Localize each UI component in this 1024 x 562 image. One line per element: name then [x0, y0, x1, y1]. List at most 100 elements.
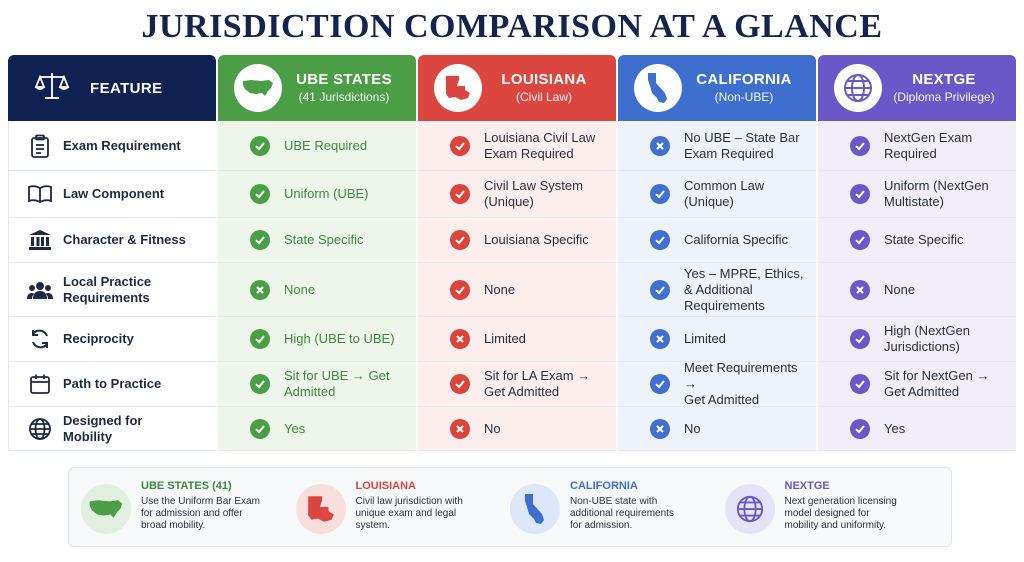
check-icon: [850, 418, 870, 439]
cell-text: Sit for NextGen → Get Admitted: [884, 368, 990, 399]
cross-icon: [450, 329, 470, 349]
cell-california: No UBE – State Bar Exam Required: [618, 121, 816, 171]
check-icon: [850, 374, 870, 394]
cell-ube: None: [218, 263, 416, 317]
cell-text: State Specific: [284, 232, 364, 247]
cross-icon: [250, 279, 270, 300]
legend-item-nextgen: NEXTGE Next generation licensing model d…: [724, 480, 940, 534]
cell-california: California Specific: [618, 218, 816, 263]
cell-nextgen: NextGen Exam Required: [818, 121, 1016, 171]
cell-text: High (UBE to UBE): [284, 331, 395, 346]
header-ube-sub: (41 Jurisdictions): [298, 89, 390, 104]
header-california: CALIFORNIA (Non-UBE): [618, 55, 816, 121]
globe-icon: [834, 64, 882, 112]
california-map-icon: [510, 484, 560, 534]
refresh-icon: [27, 326, 53, 352]
check-icon: [650, 230, 670, 250]
clipboard-icon: [27, 133, 53, 159]
cell-california: No: [618, 407, 816, 451]
cell-ube: Sit for UBE → Get Admitted: [218, 362, 416, 407]
feature-label: Path to Practice: [63, 376, 162, 391]
legend-title: CALIFORNIA: [570, 480, 638, 492]
scales-icon: [34, 70, 70, 107]
check-icon: [250, 135, 270, 156]
legend-item-ube: UBE STATES (41) Use the Uniform Bar Exam…: [81, 480, 296, 534]
cell-text: Civil Law System (Unique): [484, 178, 583, 209]
legend-item-california: CALIFORNIA Non-UBE state with additional…: [510, 480, 725, 534]
globe-icon: [27, 416, 53, 442]
cell-nextgen: None: [818, 263, 1016, 317]
check-icon: [450, 230, 470, 250]
legend-title: NEXTGE: [784, 480, 830, 492]
cell-california: Yes – MPRE, Ethics, & Additional Require…: [618, 263, 816, 317]
header-louisiana: LOUISIANA (Civil Law): [418, 55, 616, 121]
cross-icon: [650, 418, 670, 439]
header-feature-label: FEATURE: [90, 79, 163, 97]
cell-text: Louisiana Specific: [484, 232, 589, 247]
cell-nextgen: High (NextGen Jurisdictions): [818, 317, 1016, 362]
check-icon: [250, 230, 270, 250]
calendar-icon: [27, 371, 53, 397]
feature-cell: Character & Fitness: [8, 218, 216, 263]
cell-louisiana: Louisiana Specific: [418, 218, 616, 263]
cell-text: State Specific: [884, 232, 964, 247]
feature-label: Character & Fitness: [63, 232, 186, 247]
check-icon: [250, 329, 270, 349]
check-icon: [450, 374, 470, 394]
cross-icon: [450, 418, 470, 439]
cell-nextgen: Sit for NextGen → Get Admitted: [818, 362, 1016, 407]
cell-ube: High (UBE to UBE): [218, 317, 416, 362]
legend-desc: Civil law jurisdiction with unique exam …: [355, 496, 463, 531]
cell-ube: Uniform (UBE): [218, 171, 416, 218]
cell-text: No: [684, 420, 701, 436]
cross-icon: [650, 135, 670, 156]
cell-text: Uniform (UBE): [284, 186, 369, 201]
check-icon: [850, 135, 870, 156]
cell-nextgen: Uniform (NextGen Multistate): [818, 171, 1016, 218]
louisiana-map-icon: [434, 64, 482, 112]
cell-text: Louisiana Civil Law Exam Required: [484, 129, 596, 161]
header-louisiana-name: LOUISIANA: [501, 71, 587, 89]
cell-california: Common Law (Unique): [618, 171, 816, 218]
feature-cell: Exam Requirement: [8, 121, 216, 171]
cell-text: NextGen Exam Required: [884, 129, 973, 161]
check-icon: [450, 184, 470, 204]
feature-cell: Local Practice Requirements: [8, 263, 216, 317]
legend: UBE STATES (41) Use the Uniform Bar Exam…: [68, 467, 952, 547]
legend-desc: Non-UBE state with additional requiremen…: [570, 496, 674, 531]
cell-louisiana: Louisiana Civil Law Exam Required: [418, 121, 616, 171]
cell-text: No UBE – State Bar Exam Required: [684, 129, 800, 161]
feature-cell: Law Component: [8, 171, 216, 218]
cell-louisiana: Civil Law System (Unique): [418, 171, 616, 218]
cell-ube: State Specific: [218, 218, 416, 263]
header-nextgen: NEXTGE (Diploma Privilege): [818, 55, 1016, 121]
louisiana-map-icon: [295, 484, 346, 534]
check-icon: [250, 184, 270, 204]
header-ube-name: UBE STATES: [296, 71, 392, 89]
cell-louisiana: Sit for LA Exam → Get Admitted: [418, 362, 616, 407]
feature-cell: Designed for Mobility: [8, 407, 216, 451]
page-title: JURISDICTION COMPARISON AT A GLANCE: [141, 8, 883, 45]
cell-text: Limited: [684, 331, 726, 346]
cell-ube: UBE Required: [218, 121, 416, 171]
header-california-sub: (Non-UBE): [714, 89, 774, 104]
cell-text: High (NextGen Jurisdictions): [884, 323, 970, 354]
cell-nextgen: Yes: [818, 407, 1016, 451]
header-nextgen-sub: (Diploma Privilege): [893, 89, 995, 104]
cell-text: UBE Required: [284, 137, 368, 153]
check-icon: [650, 184, 670, 204]
cross-icon: [850, 279, 870, 300]
cell-text: Yes – MPRE, Ethics, & Additional Require…: [684, 265, 804, 313]
cell-text: Limited: [484, 331, 526, 346]
check-icon: [450, 135, 470, 156]
cell-text: Sit for UBE → Get Admitted: [284, 368, 390, 399]
header-nextgen-name: NEXTGE: [912, 71, 976, 89]
cell-text: Yes: [884, 420, 906, 436]
legend-title: LOUISIANA: [355, 480, 417, 492]
courthouse-icon: [27, 227, 53, 253]
cell-text: California Specific: [684, 232, 789, 247]
cell-text: Common Law (Unique): [684, 178, 765, 209]
check-icon: [850, 230, 870, 250]
california-map-icon: [634, 64, 682, 112]
feature-label: Local Practice Requirements: [63, 273, 152, 305]
